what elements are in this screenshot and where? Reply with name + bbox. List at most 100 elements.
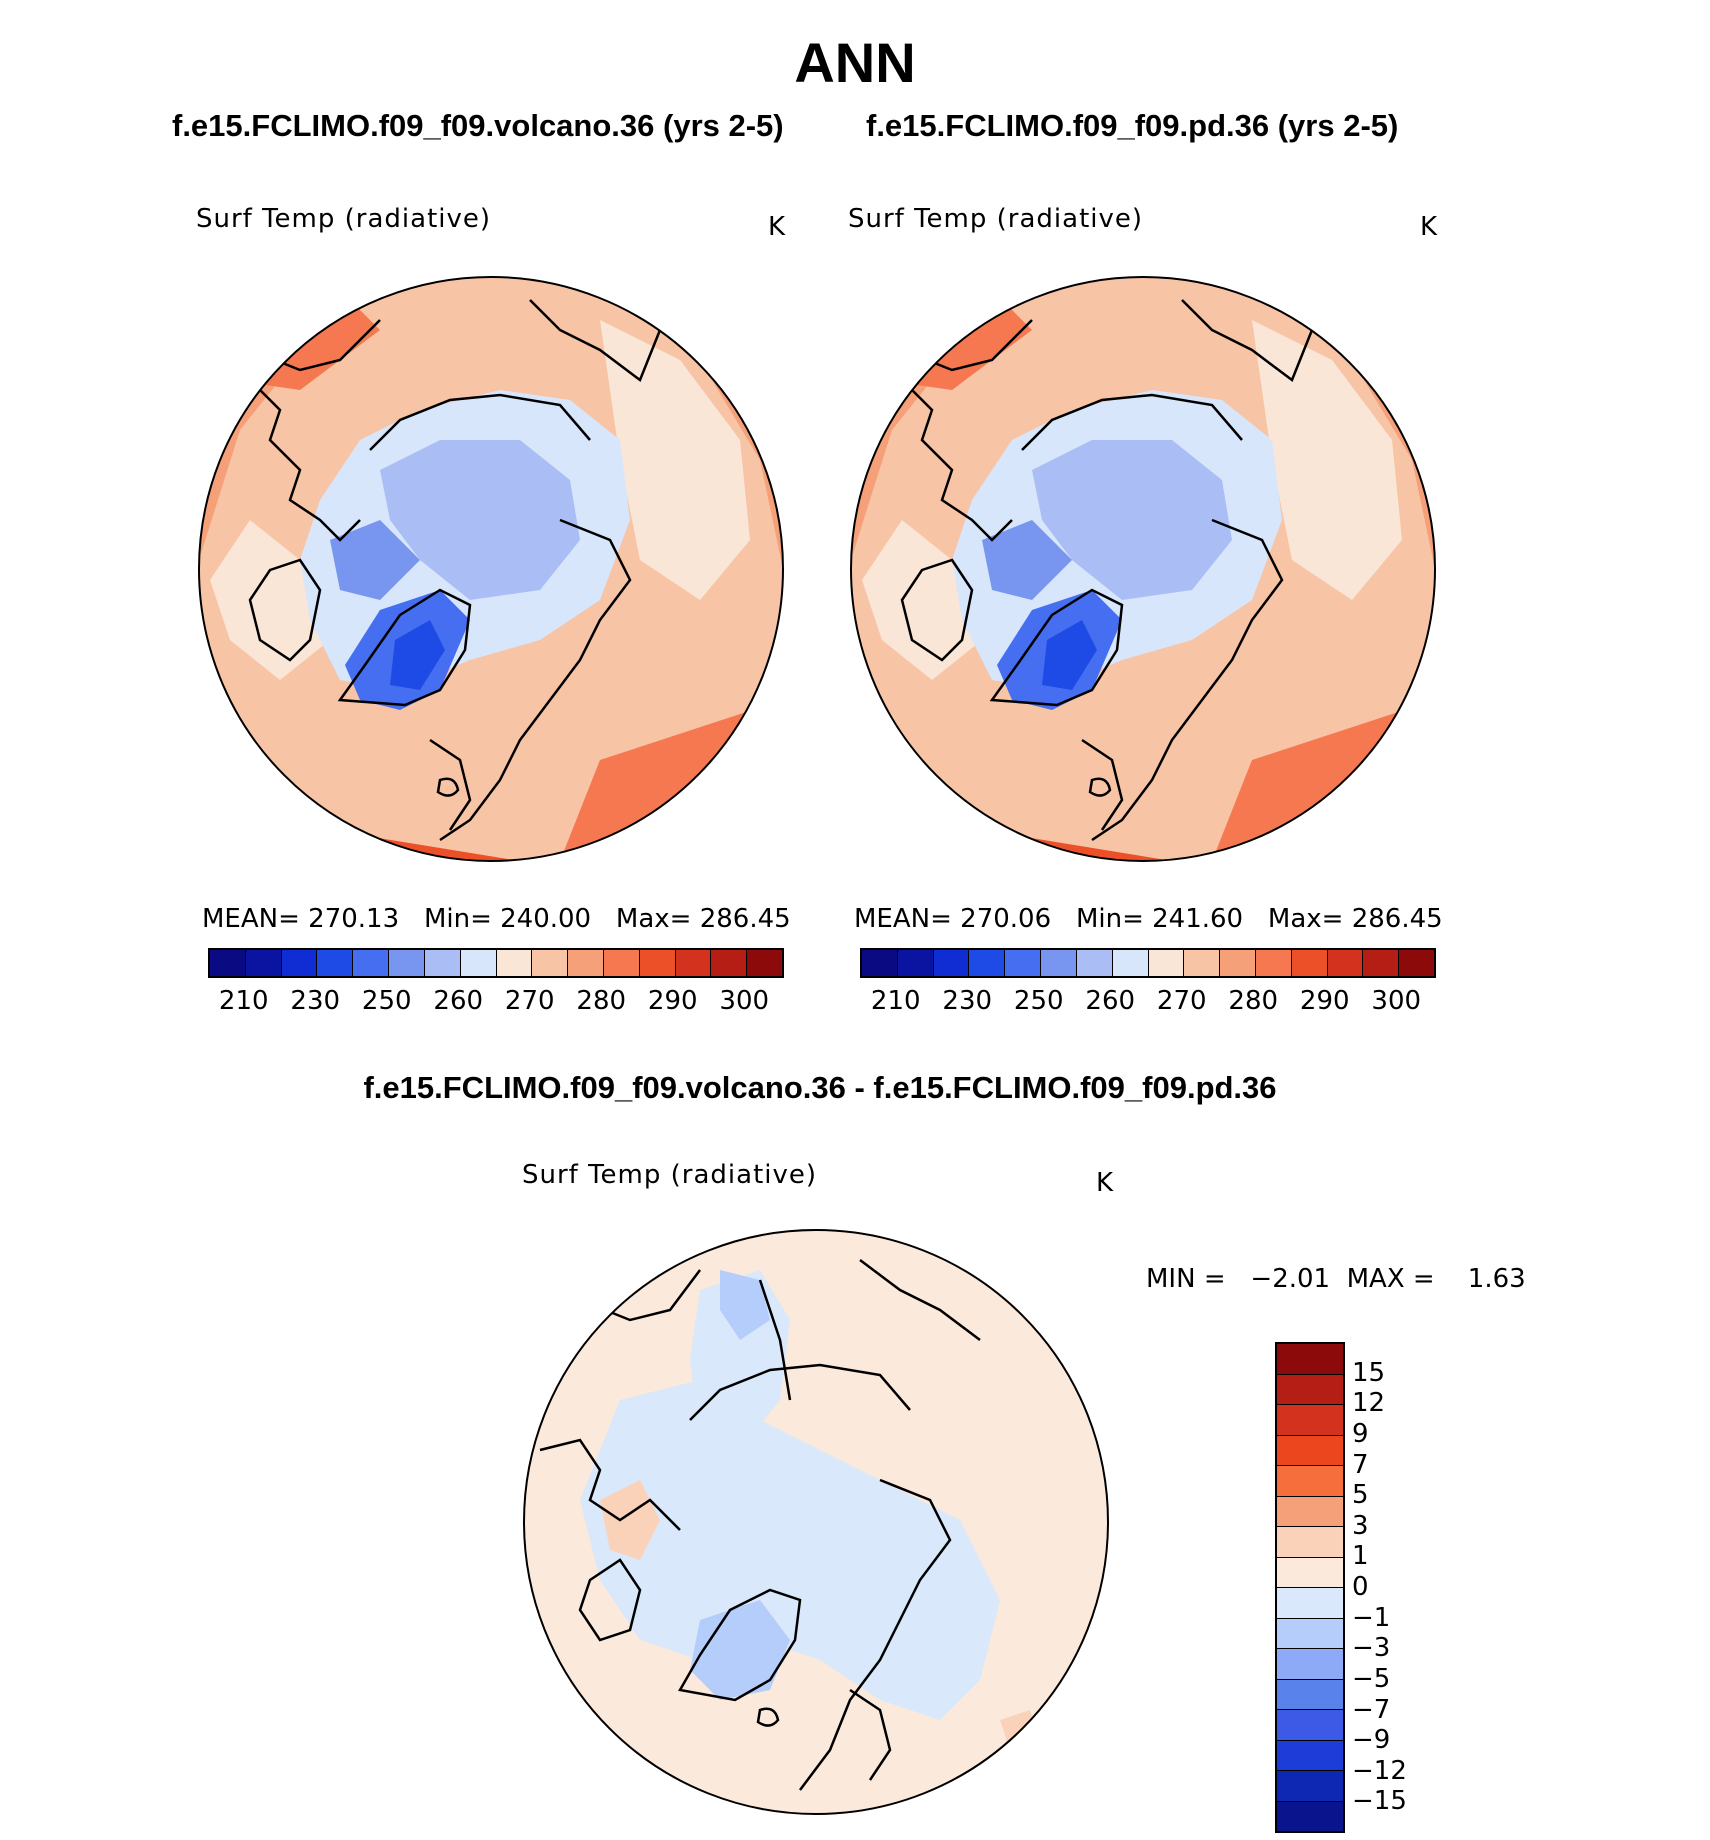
colorbar-swatch — [1112, 950, 1149, 976]
colorbar-tick-label: −5 — [1352, 1663, 1391, 1694]
colorbar-swatch — [1277, 1557, 1343, 1588]
panel2-colorbar-ticks: 210 230 250 260 270 280 290 300 — [860, 986, 1432, 1020]
colorbar-swatch — [862, 950, 898, 976]
colorbar-swatch — [1277, 1374, 1343, 1405]
panel2-case-title: f.e15.FCLIMO.f09_f09.pd.36 (yrs 2-5) — [866, 108, 1399, 143]
colorbar-swatch — [460, 950, 497, 976]
colorbar-swatch — [1148, 950, 1185, 976]
colorbar-swatch — [603, 950, 640, 976]
colorbar-swatch — [1277, 1649, 1343, 1680]
colorbar-swatch — [389, 950, 425, 976]
colorbar-swatch — [1277, 1496, 1343, 1527]
panel1-mean-label: MEAN= — [202, 904, 300, 934]
colorbar-swatch — [1277, 1771, 1343, 1802]
colorbar-tick-label: −9 — [1352, 1725, 1391, 1756]
colorbar-tick-label: 0 — [1352, 1572, 1369, 1602]
colorbar-swatch — [210, 950, 246, 976]
colorbar-swatch — [933, 950, 970, 976]
colorbar-tick-label: 270 — [1156, 986, 1207, 1016]
colorbar-swatch — [1255, 950, 1292, 976]
panel1-max-value: 286.45 — [699, 904, 791, 934]
colorbar-tick-label: 250 — [1013, 986, 1064, 1016]
colorbar-tick-label: −7 — [1352, 1694, 1391, 1725]
panel1-case-title: f.e15.FCLIMO.f09_f09.volcano.36 (yrs 2-5… — [172, 108, 784, 143]
panel2-units: K — [1420, 212, 1438, 242]
colorbar-tick-label: 210 — [218, 986, 269, 1016]
colorbar-swatch — [1277, 1435, 1343, 1466]
panel2-mean-value: 270.06 — [960, 904, 1052, 934]
colorbar-tick-label: 12 — [1352, 1388, 1386, 1419]
colorbar-swatch — [1041, 950, 1077, 976]
colorbar-swatch — [317, 950, 354, 976]
colorbar-swatch — [969, 950, 1006, 976]
colorbar-swatch — [1277, 1740, 1343, 1771]
colorbar-swatch — [1277, 1679, 1343, 1710]
colorbar-swatch — [1399, 950, 1434, 976]
colorbar-tick-label: 3 — [1352, 1510, 1369, 1541]
colorbar-tick-label: 250 — [361, 986, 412, 1016]
diff-colorbar — [1275, 1342, 1345, 1833]
panel2-stats: MEAN= 270.06 Min= 241.60 Max= 286.45 — [854, 904, 1443, 934]
colorbar-swatch — [897, 950, 934, 976]
colorbar-tick-label: 290 — [1299, 986, 1350, 1016]
colorbar-swatch — [711, 950, 748, 976]
main-title: ANN — [794, 31, 916, 94]
colorbar-swatch — [639, 950, 676, 976]
diff-max-value: 1.63 — [1467, 1264, 1526, 1294]
colorbar-swatch — [496, 950, 533, 976]
colorbar-swatch — [1277, 1710, 1343, 1741]
panel1-min-value: 240.00 — [500, 904, 592, 934]
colorbar-swatch — [1076, 950, 1113, 976]
colorbar-swatch — [1363, 950, 1400, 976]
colorbar-swatch — [1327, 950, 1364, 976]
diff-title: f.e15.FCLIMO.f09_f09.volcano.36 - f.e15.… — [363, 1070, 1277, 1105]
colorbar-tick-label: 5 — [1352, 1480, 1369, 1511]
colorbar-swatch — [1277, 1466, 1343, 1497]
colorbar-swatch — [281, 950, 318, 976]
colorbar-tick-label: 300 — [1371, 986, 1422, 1016]
colorbar-swatch — [532, 950, 569, 976]
panel1-variable-title: Surf Temp (radiative) — [196, 204, 492, 234]
panel1-polar-map — [199, 277, 783, 861]
colorbar-swatch — [1277, 1588, 1343, 1619]
colorbar-swatch — [1220, 950, 1256, 976]
panel2-colorbar — [860, 948, 1436, 978]
panel2-max-value: 286.45 — [1351, 904, 1443, 934]
panel1-max-label: Max= — [615, 904, 692, 934]
diff-polar-map — [524, 1230, 1108, 1814]
diff-colorbar-ticks: 15 12 9 7 5 3 1 0 −1 −3 −5 −7 −9 −12 −15 — [1352, 1342, 1432, 1832]
colorbar-swatch — [675, 950, 712, 976]
colorbar-tick-label: 230 — [942, 986, 993, 1016]
diff-variable-title: Surf Temp (radiative) — [522, 1160, 818, 1190]
colorbar-swatch — [1277, 1801, 1343, 1831]
panel1-mean-value: 270.13 — [308, 904, 400, 934]
colorbar-tick-label: −12 — [1352, 1755, 1407, 1786]
diff-minmax: MIN = −2.01 MAX = 1.63 — [1146, 1264, 1526, 1294]
colorbar-tick-label: 260 — [433, 986, 484, 1016]
colorbar-swatch — [1277, 1618, 1343, 1649]
colorbar-tick-label: −15 — [1352, 1786, 1407, 1817]
colorbar-tick-label: 230 — [290, 986, 341, 1016]
colorbar-tick-label: 280 — [576, 986, 627, 1016]
panel1-colorbar-ticks: 210 230 250 260 270 280 290 300 — [208, 986, 780, 1020]
colorbar-tick-label: 9 — [1352, 1418, 1369, 1449]
colorbar-tick-label: 260 — [1085, 986, 1136, 1016]
panel1-units: K — [768, 212, 786, 242]
panel1-min-label: Min= — [423, 904, 492, 934]
colorbar-swatch — [568, 950, 604, 976]
panel2-max-label: Max= — [1267, 904, 1344, 934]
colorbar-tick-label: 270 — [504, 986, 555, 1016]
colorbar-tick-label: 290 — [647, 986, 698, 1016]
colorbar-swatch — [1291, 950, 1328, 976]
panel2-min-label: Min= — [1075, 904, 1144, 934]
panel2-variable-title: Surf Temp (radiative) — [848, 204, 1144, 234]
colorbar-swatch — [1005, 950, 1042, 976]
colorbar-swatch — [353, 950, 390, 976]
panel2-mean-label: MEAN= — [854, 904, 952, 934]
panel2-min-value: 241.60 — [1152, 904, 1244, 934]
diff-min-value: −2.01 — [1250, 1264, 1331, 1294]
colorbar-tick-label: 210 — [870, 986, 921, 1016]
panel1-stats: MEAN= 270.13 Min= 240.00 Max= 286.45 — [202, 904, 791, 934]
colorbar-swatch — [245, 950, 282, 976]
colorbar-swatch — [747, 950, 782, 976]
